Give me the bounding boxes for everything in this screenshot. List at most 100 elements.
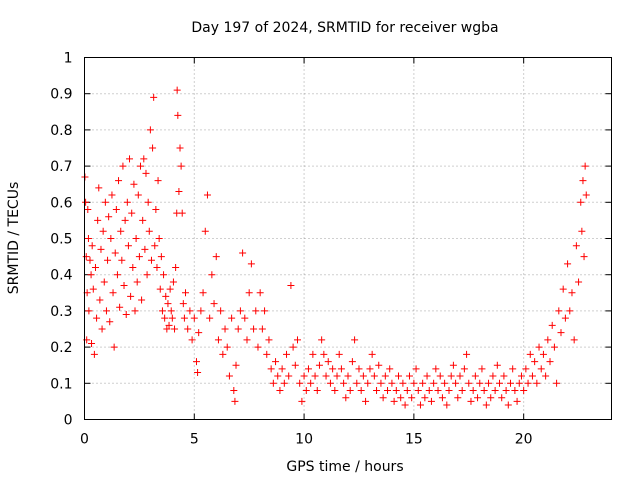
x-tick-label: 20	[515, 432, 533, 448]
data-point	[201, 227, 209, 235]
data-point	[107, 235, 115, 242]
x-tick-label: 5	[190, 432, 199, 448]
data-point	[403, 387, 411, 395]
data-point	[186, 307, 194, 315]
data-point	[425, 387, 433, 395]
data-point	[133, 278, 141, 286]
data-point	[307, 379, 315, 387]
data-point	[287, 282, 295, 290]
data-point	[427, 397, 435, 405]
data-point	[156, 285, 164, 293]
data-point	[155, 235, 163, 242]
data-point	[173, 86, 181, 94]
data-point	[384, 387, 392, 395]
data-point	[203, 191, 211, 199]
data-point	[109, 289, 117, 297]
data-point	[578, 227, 586, 235]
data-point	[346, 387, 354, 395]
data-point	[206, 314, 214, 322]
data-point	[580, 253, 588, 261]
data-point	[296, 379, 304, 387]
data-point	[239, 249, 247, 257]
data-point	[517, 372, 525, 380]
data-point	[89, 285, 97, 293]
data-point	[88, 242, 96, 250]
data-point	[274, 372, 282, 380]
data-point	[500, 372, 508, 380]
data-point	[524, 379, 532, 387]
data-point	[502, 387, 510, 395]
data-point	[94, 216, 102, 224]
data-point	[243, 336, 251, 344]
data-point	[168, 314, 176, 322]
data-point	[318, 336, 326, 344]
data-point	[263, 350, 271, 358]
data-point	[252, 307, 260, 315]
data-point	[329, 365, 337, 373]
data-point	[326, 379, 334, 387]
y-tick-label: 0.3	[50, 304, 72, 320]
data-point	[485, 379, 493, 387]
data-point	[348, 358, 356, 366]
data-point	[496, 379, 504, 387]
data-point	[117, 227, 125, 235]
data-point	[184, 325, 192, 333]
data-point	[482, 401, 490, 409]
data-point	[106, 318, 114, 326]
data-point	[178, 209, 186, 217]
data-point	[579, 177, 587, 185]
data-point	[392, 387, 400, 395]
data-point	[119, 162, 127, 170]
data-point	[419, 379, 427, 387]
data-point	[432, 365, 440, 373]
data-point	[143, 271, 151, 279]
data-point	[445, 387, 453, 395]
data-point	[147, 256, 155, 264]
data-point	[315, 361, 323, 369]
data-point	[280, 379, 288, 387]
data-point	[154, 177, 162, 185]
y-tick-label: 0.6	[50, 195, 72, 211]
data-point	[515, 379, 523, 387]
data-point	[144, 198, 152, 206]
data-point	[568, 289, 576, 297]
data-point	[337, 365, 345, 373]
data-point	[162, 292, 170, 300]
data-point	[157, 253, 165, 261]
data-point	[572, 242, 580, 250]
data-point	[182, 289, 190, 297]
data-point	[126, 155, 134, 163]
data-point	[302, 387, 310, 395]
data-point	[177, 162, 185, 170]
y-tick-label: 1	[64, 51, 73, 67]
data-point	[188, 336, 196, 344]
data-point	[522, 365, 530, 373]
data-point	[443, 401, 451, 409]
data-point	[311, 372, 319, 380]
y-tick-label: 0.9	[50, 87, 72, 103]
data-point	[463, 350, 471, 358]
data-point	[84, 206, 92, 214]
data-point	[377, 379, 385, 387]
data-point	[171, 325, 179, 333]
data-point	[559, 285, 567, 293]
data-point	[234, 325, 242, 333]
data-point	[333, 372, 341, 380]
data-point	[158, 307, 166, 315]
data-point	[135, 253, 143, 261]
data-point	[276, 387, 284, 395]
data-point	[397, 394, 405, 402]
data-point	[210, 300, 218, 308]
data-point	[449, 361, 457, 369]
data-point	[471, 372, 479, 380]
x-tick-label: 10	[295, 432, 313, 448]
data-point	[353, 379, 361, 387]
data-point	[140, 155, 148, 163]
data-point	[160, 271, 168, 279]
data-point	[231, 397, 239, 405]
data-point	[408, 394, 416, 402]
data-point	[122, 311, 130, 319]
data-point	[129, 263, 137, 271]
data-point	[164, 300, 172, 308]
